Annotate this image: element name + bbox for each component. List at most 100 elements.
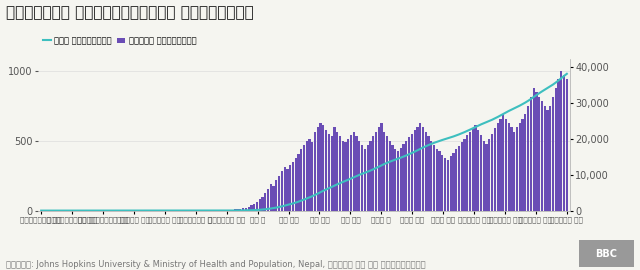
Bar (466, 135, 468, 211)
Bar (394, 149, 396, 211)
Bar (347, 139, 349, 211)
Bar (336, 132, 339, 211)
Bar (231, 210, 233, 211)
Bar (430, 141, 433, 211)
Bar (474, 125, 477, 211)
Bar (275, 180, 278, 211)
Bar (269, 184, 272, 211)
Bar (433, 145, 435, 211)
Bar (502, 114, 504, 211)
Bar (400, 148, 402, 211)
Bar (488, 139, 490, 211)
Bar (547, 110, 548, 211)
Bar (461, 142, 463, 211)
Bar (510, 127, 513, 211)
Bar (472, 128, 474, 211)
Bar (242, 208, 244, 211)
Bar (225, 210, 228, 211)
Bar (403, 144, 404, 211)
Bar (386, 136, 388, 211)
Bar (281, 171, 283, 211)
Bar (483, 141, 485, 211)
Bar (397, 151, 399, 211)
Bar (563, 75, 565, 211)
Bar (413, 130, 416, 211)
Bar (361, 145, 364, 211)
Bar (292, 162, 294, 211)
Text: नेपालमा कोरोनाभाइरस सङ्क्रमण: नेपालमा कोरोनाभाइरस सङ्क्रमण (6, 5, 254, 21)
Bar (344, 142, 347, 211)
Bar (522, 119, 524, 211)
Bar (555, 88, 557, 211)
Bar (405, 141, 408, 211)
Bar (259, 199, 261, 211)
Bar (253, 204, 255, 211)
Bar (355, 136, 358, 211)
Bar (311, 142, 314, 211)
Bar (319, 123, 322, 211)
Bar (248, 207, 250, 211)
Bar (273, 186, 275, 211)
Bar (392, 145, 394, 211)
Bar (300, 149, 302, 211)
Bar (491, 134, 493, 211)
Bar (234, 209, 236, 211)
Bar (530, 97, 532, 211)
Bar (264, 193, 266, 211)
Bar (411, 134, 413, 211)
Bar (286, 168, 289, 211)
Bar (508, 123, 510, 211)
Bar (477, 130, 479, 211)
Bar (294, 158, 297, 211)
Bar (458, 146, 460, 211)
Bar (284, 167, 285, 211)
Bar (447, 160, 449, 211)
Bar (543, 106, 546, 211)
Bar (513, 132, 515, 211)
Bar (505, 119, 507, 211)
Bar (419, 123, 421, 211)
Bar (317, 127, 319, 211)
Bar (463, 139, 465, 211)
Bar (438, 151, 441, 211)
Bar (428, 136, 429, 211)
Bar (408, 137, 410, 211)
Bar (535, 92, 538, 211)
Bar (388, 141, 391, 211)
Bar (532, 88, 535, 211)
Bar (261, 197, 264, 211)
Bar (524, 114, 527, 211)
Bar (417, 127, 419, 211)
Bar (480, 135, 482, 211)
Bar (364, 149, 366, 211)
Bar (333, 127, 335, 211)
Bar (372, 136, 374, 211)
Bar (497, 123, 499, 211)
Bar (342, 141, 344, 211)
Bar (339, 136, 341, 211)
Bar (469, 132, 471, 211)
Bar (383, 132, 385, 211)
Bar (267, 189, 269, 211)
Bar (566, 79, 568, 211)
Bar (250, 205, 253, 211)
Legend: कुल सङ्क्रमण, नर्यि सङ्क्रमण: कुल सङ्क्रमण, नर्यि सङ्क्रमण (43, 36, 196, 45)
Bar (486, 144, 488, 211)
Bar (449, 156, 452, 211)
Bar (424, 132, 427, 211)
Bar (452, 153, 454, 211)
Bar (278, 176, 280, 211)
Bar (494, 128, 496, 211)
Bar (518, 123, 521, 211)
Bar (325, 130, 327, 211)
Bar (314, 132, 316, 211)
Bar (228, 210, 230, 211)
Bar (331, 136, 333, 211)
Bar (237, 209, 239, 211)
Bar (422, 127, 424, 211)
Bar (256, 202, 258, 211)
Bar (289, 165, 291, 211)
Bar (552, 97, 554, 211)
Bar (369, 141, 371, 211)
Bar (560, 70, 563, 211)
